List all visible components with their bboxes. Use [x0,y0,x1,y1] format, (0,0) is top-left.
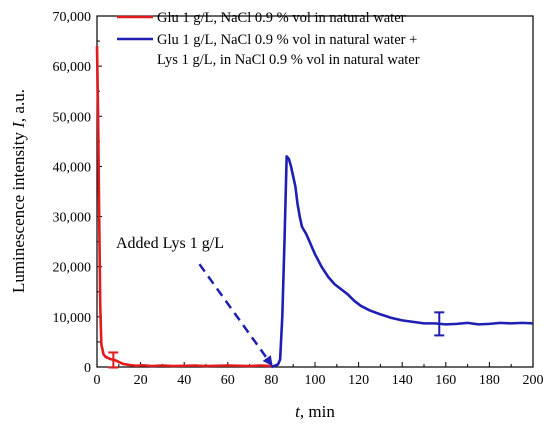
series-line-0 [95,46,272,368]
series-line-1 [270,155,534,369]
x-tick-label: 0 [94,373,101,388]
x-tick-label: 80 [264,373,278,388]
x-axis-label: t, min [295,402,335,421]
x-tick-label: 120 [348,373,369,388]
y-tick-label: 60,000 [53,60,92,75]
legend-label-glu: Glu 1 g/L, NaCl 0.9 % vol in natural wat… [157,10,406,26]
x-tick-label: 60 [221,373,235,388]
x-tick-label: 20 [134,373,148,388]
plot-frame [96,15,534,368]
legend-label-glu-lys-line2: Lys 1 g/L, in NaCl 0.9 % vol in natural … [157,52,420,68]
x-tick-label: 100 [305,373,326,388]
x-axis-ticks: 0 20 40 60 80 100 120 140 160 180 200 [94,362,544,388]
y-tick-label: 20,000 [53,261,92,276]
y-axis-ticks: 0 10,000 20,000 30,000 40,000 50,000 60,000 70,… [53,10,102,376]
legend: Glu 1 g/L, NaCl 0.9 % vol in natural wat… [117,10,420,68]
y-tick-label: 50,000 [53,110,92,125]
y-tick-label: 70,000 [53,10,92,25]
x-tick-label: 160 [435,373,456,388]
annotation-label: Added Lys 1 g/L [116,235,224,252]
legend-label-glu-lys-line1: Glu 1 g/L, NaCl 0.9 % vol in natural wat… [157,32,417,48]
y-tick-label: 10,000 [53,311,92,326]
x-tick-label: 200 [523,373,544,388]
series-layer [95,46,534,369]
y-tick-label: 30,000 [53,211,92,226]
y-tick-label: 40,000 [53,160,92,175]
x-tick-label: 40 [177,373,191,388]
y-tick-label: 0 [84,361,91,376]
annotation-arrow [198,263,273,367]
x-tick-label: 180 [479,373,500,388]
x-tick-label: 140 [392,373,413,388]
y-axis-label: Luminescence intensity I, a.u. [9,89,28,293]
